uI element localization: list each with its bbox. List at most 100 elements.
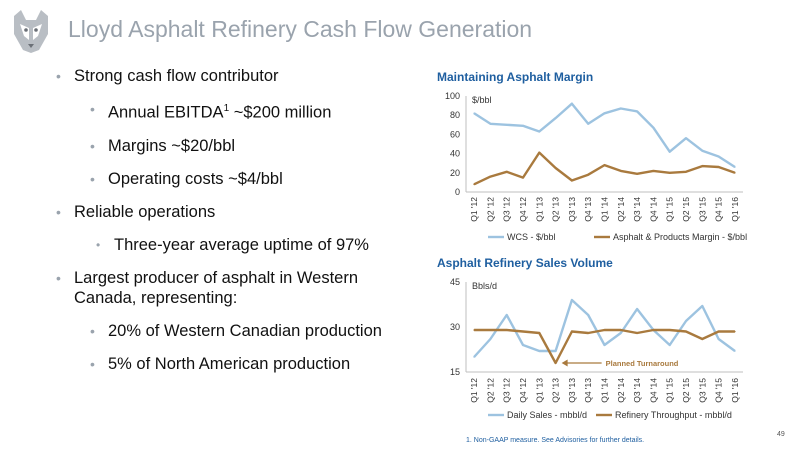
legend-label: Daily Sales - mbbl/d	[507, 410, 587, 420]
y-tick-label: 40	[450, 149, 460, 159]
data-point	[554, 117, 557, 119]
data-point	[522, 124, 524, 127]
bullet-dot-icon: •	[56, 269, 61, 286]
legend-label: Refinery Throughput - mbbl/d	[615, 410, 732, 420]
x-tick-label: Q3 '14	[632, 197, 642, 222]
data-point	[668, 172, 671, 174]
bullet-text: Annual EBITDA	[108, 103, 224, 122]
bullet-text: Strong cash flow contributor	[74, 67, 279, 85]
bullet-dot-icon: •	[96, 237, 101, 252]
data-point	[489, 175, 492, 178]
data-point	[473, 356, 475, 358]
data-point	[701, 165, 704, 167]
bullet-text: 5% of North American production	[108, 354, 351, 373]
x-tick-label: Q1 '16	[730, 197, 740, 222]
data-point	[522, 176, 524, 179]
data-point	[489, 123, 492, 125]
bullet-item: • 20% of Western Canadian production	[54, 321, 424, 341]
y-tick-label: 80	[450, 110, 460, 120]
data-point	[505, 314, 508, 316]
x-tick-label: Q1 '12	[469, 197, 479, 222]
x-tick-label: Q3 '15	[697, 378, 707, 403]
data-point	[603, 344, 606, 346]
x-tick-label: Q1 '12	[469, 378, 479, 403]
data-point	[619, 329, 622, 331]
x-tick-label: Q1 '16	[730, 378, 740, 403]
bullet-dot-icon: •	[90, 355, 95, 372]
data-point	[473, 183, 475, 186]
bullet-dot-icon: •	[90, 137, 95, 154]
x-tick-label: Q2 '15	[681, 378, 691, 403]
bullet-text: Reliable operations	[74, 202, 216, 221]
x-tick-label: Q1 '15	[665, 197, 675, 222]
data-point	[734, 330, 736, 333]
data-point	[473, 329, 475, 331]
data-point	[668, 150, 671, 153]
y-tick-label: 45	[450, 277, 460, 287]
data-point	[489, 329, 492, 331]
bullet-text: Operating costs ~$4/bbl	[108, 169, 283, 188]
x-tick-label: Q1 '13	[534, 378, 544, 403]
data-point	[587, 332, 590, 334]
y-tick-label: 60	[450, 129, 460, 139]
data-point	[636, 308, 638, 310]
y-axis-unit-label: Bbls/d	[472, 281, 497, 291]
x-tick-label: Q2 '12	[485, 197, 495, 222]
data-point	[554, 167, 557, 169]
data-point	[603, 112, 606, 115]
x-tick-label: Q2 '14	[616, 378, 626, 403]
data-point	[571, 102, 573, 105]
legend-label: WCS - $/bbl	[507, 232, 556, 242]
x-tick-label: Q4 '12	[518, 378, 528, 403]
y-tick-label: 20	[450, 168, 460, 178]
footnote: 1. Non-GAAP measure. See Advisories for …	[466, 437, 645, 444]
x-tick-label: Q3 '13	[567, 197, 577, 222]
x-tick-label: Q2 '14	[616, 197, 626, 222]
x-tick-label: Q1 '15	[665, 378, 675, 403]
bullet-text: 20% of Western Canadian production	[108, 321, 382, 340]
arrow-head-icon	[561, 359, 568, 367]
x-tick-label: Q2 '13	[551, 197, 561, 222]
y-tick-label: 0	[455, 187, 460, 197]
data-point	[734, 350, 736, 352]
data-point	[685, 320, 687, 322]
series-line-secondary	[473, 151, 736, 186]
x-tick-label: Q4 '15	[714, 378, 724, 403]
data-point	[587, 123, 590, 125]
bullet-item: • Strong cash flow contributor	[54, 66, 424, 86]
data-point	[717, 155, 720, 158]
data-point	[652, 126, 655, 129]
data-point	[505, 124, 508, 126]
data-point	[489, 338, 492, 340]
data-point	[701, 338, 704, 340]
x-tick-label: Q3 '14	[632, 378, 642, 403]
bullet-dot-icon: •	[90, 101, 95, 117]
data-point	[587, 314, 590, 316]
x-tick-label: Q4 '15	[714, 197, 724, 222]
series-line-primary	[473, 298, 736, 358]
data-point	[701, 149, 704, 152]
data-point	[734, 172, 736, 174]
bullet-text: Three-year average uptime of 97%	[114, 235, 369, 254]
bullet-item: • 5% of North American production	[54, 354, 424, 374]
bullet-list: • Strong cash flow contributor • Annual EB…	[54, 66, 424, 387]
x-tick-label: Q3 '12	[502, 197, 512, 222]
data-point	[603, 164, 606, 166]
x-tick-label: Q3 '15	[697, 197, 707, 222]
data-point	[571, 179, 573, 182]
data-point	[473, 112, 475, 115]
bullet-item: • Three-year average uptime of 97%	[54, 235, 424, 255]
x-tick-label: Q4 '14	[648, 378, 658, 403]
x-tick-label: Q2 '15	[681, 197, 691, 222]
data-point	[685, 171, 687, 173]
bullet-text: Margins ~$20/bbl	[108, 136, 236, 155]
legend-label: Asphalt & Products Margin - $/bbl	[613, 232, 747, 242]
data-point	[571, 299, 573, 301]
data-point	[652, 329, 655, 331]
x-tick-label: Q4 '12	[518, 197, 528, 222]
data-point	[619, 107, 622, 110]
data-point	[522, 344, 524, 346]
x-tick-label: Q3 '13	[567, 378, 577, 403]
bullet-dot-icon: •	[56, 68, 61, 84]
